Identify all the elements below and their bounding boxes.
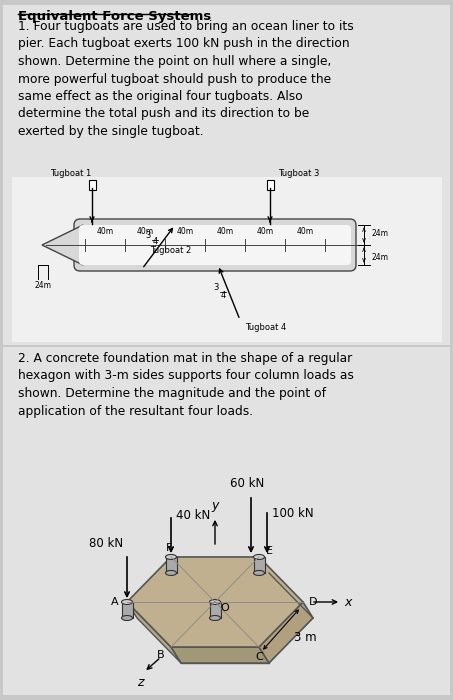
Polygon shape [259,602,313,663]
Text: 40m: 40m [96,227,114,236]
Bar [121,602,132,618]
FancyBboxPatch shape [74,219,356,271]
Bar [266,180,274,190]
Polygon shape [171,647,269,663]
Text: 4: 4 [221,290,226,300]
Text: C: C [255,652,263,662]
Bar [209,602,221,618]
Text: 100 kN: 100 kN [272,508,313,521]
Text: Tugboat 4: Tugboat 4 [245,323,286,332]
Text: 60 kN: 60 kN [230,477,264,490]
Ellipse shape [121,615,132,620]
Ellipse shape [165,570,177,575]
Text: A: A [111,597,119,607]
Polygon shape [42,225,83,265]
Text: O: O [221,603,229,613]
Text: Tugboat 3: Tugboat 3 [278,169,319,178]
Text: D: D [309,597,317,607]
Text: 40m: 40m [256,227,274,236]
Text: 3 m: 3 m [294,631,317,644]
Bar [3,347,450,695]
Text: 2. A concrete foundation mat in the shape of a regular
hexagon with 3-m sides su: 2. A concrete foundation mat in the shap… [18,352,354,417]
Text: Tugboat 1: Tugboat 1 [50,169,91,178]
Text: Equivalent Force Systems: Equivalent Force Systems [18,10,211,23]
Text: 24m: 24m [372,228,389,237]
Bar [3,5,450,345]
Ellipse shape [165,554,177,559]
Bar [88,180,96,190]
Text: 1. Four tugboats are used to bring an ocean liner to its
pier. Each tugboat exer: 1. Four tugboats are used to bring an oc… [18,20,354,138]
Bar [165,557,177,573]
Text: 4: 4 [153,237,158,246]
Text: 40m: 40m [136,227,154,236]
Ellipse shape [254,570,265,575]
Polygon shape [127,602,181,663]
Text: 40m: 40m [296,227,313,236]
Text: Tugboat 2: Tugboat 2 [150,246,191,255]
Text: y: y [211,499,219,512]
Text: x: x [344,596,352,608]
Polygon shape [127,557,303,647]
Text: B: B [157,650,165,660]
Text: z: z [137,676,143,689]
Text: 24m: 24m [34,281,52,290]
Text: E: E [265,546,273,556]
Text: 40m: 40m [217,227,234,236]
Text: 3: 3 [214,283,219,291]
Text: 80 kN: 80 kN [89,537,123,550]
Text: F: F [166,543,172,553]
Ellipse shape [254,554,265,559]
Text: 3: 3 [145,231,150,240]
FancyBboxPatch shape [79,225,351,265]
Text: 24m: 24m [372,253,389,262]
Bar [254,557,265,573]
Ellipse shape [121,599,132,605]
Ellipse shape [209,615,221,620]
Text: 40m: 40m [176,227,193,236]
Bar [12,177,442,342]
Ellipse shape [209,599,221,605]
Text: 40 kN: 40 kN [176,509,210,522]
